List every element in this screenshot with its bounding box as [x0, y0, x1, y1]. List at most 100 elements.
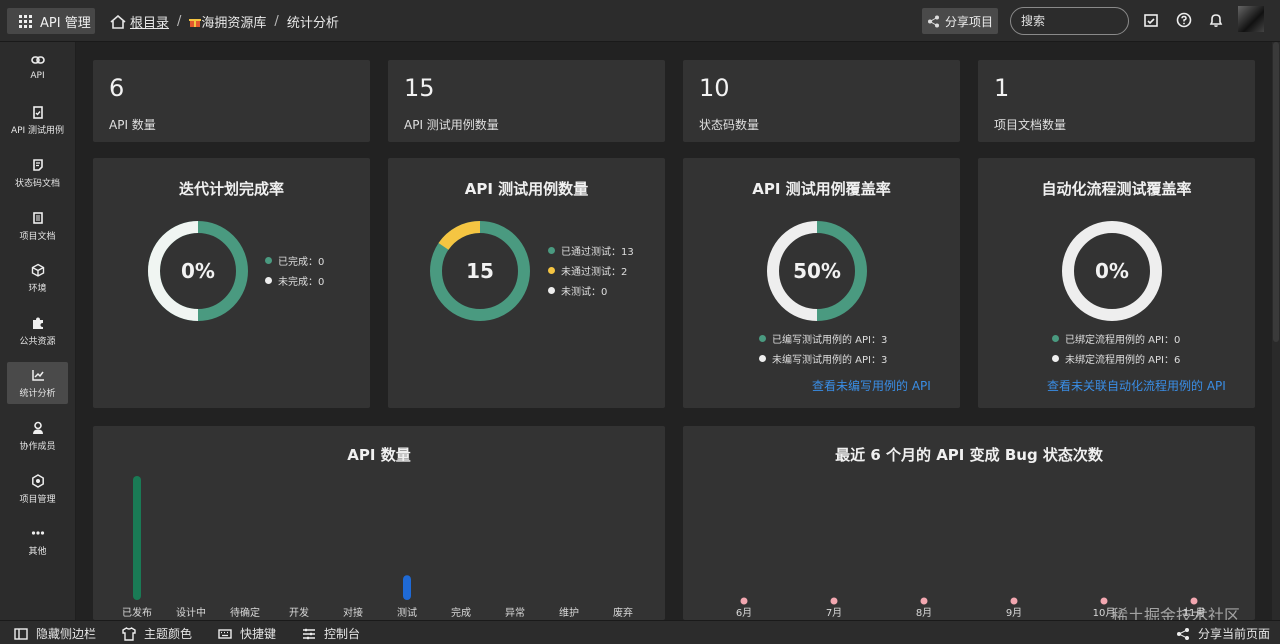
shortcuts-button[interactable]: 快捷键: [218, 625, 276, 642]
legend: 已完成：0 未完成：0: [265, 250, 324, 290]
automation-coverage-card: 自动化流程测试覆盖率 0% 已绑定流程用例的 API：0 未绑定流程用例的 AP…: [978, 158, 1255, 408]
bell-icon[interactable]: [1208, 12, 1224, 28]
search-input[interactable]: [1010, 7, 1129, 35]
data-point[interactable]: [1100, 597, 1108, 605]
x-tick-label: 11月: [1183, 607, 1206, 619]
x-tick-label: 10月: [1093, 607, 1116, 619]
ring-chart: 15: [430, 221, 530, 321]
sidebar-item-shared-resources[interactable]: 公共资源: [7, 310, 68, 352]
test-coverage-card: API 测试用例覆盖率 50% 已编写测试用例的 API：3 未编写测试用例的 …: [683, 158, 960, 408]
bar[interactable]: [403, 575, 411, 600]
legend-item: 已完成：0: [265, 250, 324, 270]
stat-card-test-case-count: 15 API 测试用例数量: [388, 60, 665, 142]
scrollbar-thumb[interactable]: [1273, 42, 1279, 342]
data-point[interactable]: [830, 597, 838, 605]
sidebar-item-label: 协作成员: [19, 441, 56, 452]
x-tick-label: 8月: [916, 607, 932, 619]
x-tick-label: 6月: [736, 607, 752, 619]
sidebar-item-project-settings[interactable]: 项目管理: [7, 468, 68, 510]
legend-item: 未完成：0: [265, 270, 324, 290]
api-count-chart-card: API 数量 已发布 设计中 待确定 开发 对接 测试 完成 异常 维护 废弃: [93, 426, 665, 620]
card-title: 自动化流程测试覆盖率: [1041, 180, 1192, 198]
hide-sidebar-button[interactable]: 隐藏侧边栏: [14, 625, 96, 642]
clipboard-check-icon: [32, 105, 43, 119]
grid-icon: [19, 14, 32, 28]
stat-value: 15: [404, 74, 435, 102]
share-page-button[interactable]: 分享当前页面: [1176, 625, 1270, 642]
avatar[interactable]: [1238, 6, 1264, 32]
console-label: 控制台: [324, 627, 361, 641]
data-point[interactable]: [1010, 597, 1018, 605]
bottom-bar: 隐藏侧边栏 主题颜色 快捷键 控制台 分享当前页面: [0, 620, 1280, 644]
stat-label: API 测试用例数量: [404, 118, 499, 132]
sidebar-item-status-codes[interactable]: 状态码文档: [7, 152, 68, 194]
sidebar-item-project-docs[interactable]: 项目文档: [7, 205, 68, 247]
data-point[interactable]: [920, 597, 928, 605]
bar[interactable]: [133, 476, 141, 600]
user-icon: [32, 421, 43, 434]
sidebar-item-test-cases[interactable]: API 测试用例: [7, 99, 68, 141]
test-case-count-card: API 测试用例数量 15 已通过测试：13 未通过测试：2 未测试：0: [388, 158, 665, 408]
more-icon: [31, 530, 44, 535]
sidebar-item-label: 环境: [28, 283, 47, 294]
theme-color-label: 主题颜色: [144, 627, 193, 641]
share-icon: [927, 15, 939, 27]
hide-sidebar-label: 隐藏侧边栏: [36, 627, 97, 641]
gift-icon: [189, 18, 202, 27]
stat-value: 1: [994, 74, 1010, 102]
sidebar-item-more[interactable]: 其他: [7, 520, 68, 562]
x-tick-label: 测试: [397, 606, 417, 619]
legend-item: 已通过测试：13: [548, 240, 634, 260]
ring-center-label: 50%: [793, 259, 841, 283]
stat-label: 状态码数量: [699, 118, 760, 132]
api-status-bar-chart: 已发布 设计中 待确定 开发 对接 测试 完成 异常 维护 废弃: [122, 476, 633, 619]
sidebar-item-label: 其他: [28, 546, 47, 557]
sidebar-item-api[interactable]: API: [7, 46, 68, 88]
data-point[interactable]: [1190, 597, 1198, 605]
help-icon[interactable]: [1176, 12, 1192, 28]
breadcrumb: 根目录 / 海拥资源库 / 统计分析: [110, 12, 339, 31]
breadcrumb-project-link[interactable]: 海拥资源库: [201, 16, 267, 31]
breadcrumb-separator: /: [274, 14, 279, 29]
x-tick-label: 对接: [343, 606, 363, 619]
legend-item: 未测试：0: [548, 280, 634, 300]
stat-value: 6: [109, 74, 125, 102]
x-tick-label: 异常: [505, 606, 525, 619]
sidebar-item-label: API 测试用例: [10, 125, 65, 136]
card-title: 迭代计划完成率: [178, 180, 284, 198]
console-button[interactable]: 控制台: [302, 625, 360, 642]
app-menu-button[interactable]: API 管理: [7, 8, 95, 34]
legend-item: 未通过测试：2: [548, 260, 634, 280]
x-tick-label: 维护: [559, 606, 579, 619]
view-unwritten-cases-link[interactable]: 查看未编写用例的 API: [812, 379, 931, 393]
sidebar-item-label: 状态码文档: [14, 178, 60, 189]
settings-icon: [31, 473, 44, 488]
ring-chart: 0%: [1062, 221, 1162, 321]
ring-center-label: 15: [466, 259, 494, 283]
ring-segment-incomplete: [148, 221, 199, 321]
share-project-label: 分享项目: [944, 14, 993, 29]
sidebar-item-label: 项目管理: [19, 494, 56, 505]
theme-color-button[interactable]: 主题颜色: [122, 625, 192, 642]
share-icon: [1177, 627, 1189, 640]
top-bar: API 管理 根目录 / 海拥资源库 / 统计分析 分享项目: [0, 0, 1280, 42]
share-project-button[interactable]: 分享项目: [922, 8, 998, 34]
data-point[interactable]: [740, 597, 748, 605]
x-tick-label: 已发布: [122, 606, 152, 619]
card-title: API 测试用例数量: [464, 180, 589, 198]
breadcrumb-root-link[interactable]: 根目录: [130, 16, 170, 31]
sidebar-item-environment[interactable]: 环境: [7, 257, 68, 299]
bug-trend-chart-card: 最近 6 个月的 API 变成 Bug 状态次数 6月 7月 8月 9月 10月 11月: [683, 426, 1255, 620]
calendar-check-icon[interactable]: [1143, 12, 1159, 28]
legend-item: 已编写测试用例的 API：3: [759, 328, 887, 348]
puzzle-icon: [32, 317, 43, 329]
view-unlinked-automation-link[interactable]: 查看未关联自动化流程用例的 API: [1047, 379, 1226, 393]
legend: 已编写测试用例的 API：3 未编写测试用例的 API：3: [759, 328, 887, 368]
main-content: 6 API 数量 15 API 测试用例数量 10 状态码数量 1 项目文档数量…: [76, 42, 1270, 620]
sidebar-item-statistics[interactable]: 统计分析: [7, 362, 68, 404]
x-tick-label: 完成: [451, 606, 471, 619]
sidebar-item-members[interactable]: 协作成员: [7, 415, 68, 457]
page-scrollbar[interactable]: [1272, 42, 1280, 620]
chart-line-icon: [31, 369, 44, 381]
ring-segment-uncovered: [767, 221, 818, 321]
